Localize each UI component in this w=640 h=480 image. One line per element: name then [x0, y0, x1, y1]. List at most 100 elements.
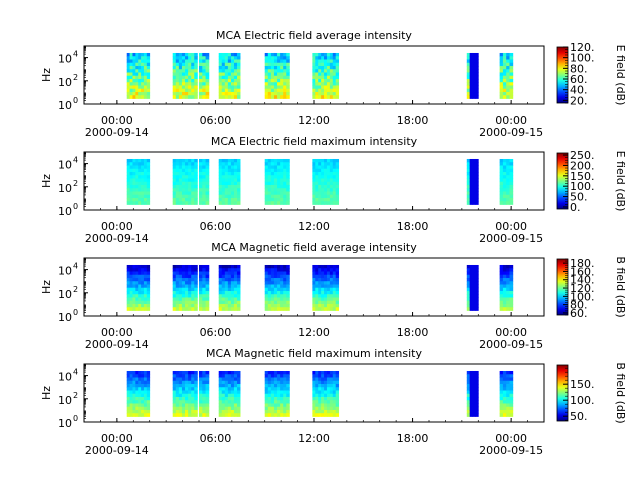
spectrogram-cell	[277, 168, 281, 173]
spectrogram-cell	[224, 284, 229, 289]
spectrogram-cell	[185, 374, 189, 378]
spectrogram-cell	[178, 268, 183, 272]
spectrogram-cell	[326, 290, 331, 295]
spectrogram-cell	[126, 281, 130, 285]
spectrogram-cell	[502, 294, 507, 298]
spectrogram-cell	[321, 175, 325, 179]
spectrogram-cell	[277, 377, 281, 382]
spectrogram-cell	[273, 91, 278, 96]
spectrogram-cell	[185, 162, 189, 166]
spectrogram-cell	[283, 181, 287, 186]
spectrogram-cell	[230, 82, 235, 86]
spectrogram-cell	[138, 88, 142, 93]
spectrogram-cell	[335, 75, 340, 80]
spectrogram-cell	[138, 158, 142, 163]
spectrogram-cell	[188, 396, 192, 401]
spectrogram-cell	[466, 374, 471, 378]
spectrogram-cell	[506, 168, 510, 173]
spectrogram-cell	[205, 277, 210, 282]
spectrogram-cell	[332, 165, 337, 170]
spectrogram-cell	[324, 162, 328, 166]
spectrogram-cell	[178, 181, 183, 186]
spectrogram-cell	[202, 297, 206, 302]
spectrogram-cell	[202, 406, 206, 411]
spectrogram-cell	[466, 168, 471, 173]
spectrogram-cell	[270, 300, 275, 305]
spectrogram-cell	[175, 281, 180, 285]
spectrogram-cell	[324, 175, 328, 179]
spectrogram-cell	[138, 85, 142, 90]
spectrogram-cell	[267, 69, 272, 73]
y-tick-exponent: 0	[73, 308, 78, 317]
x-tick-label: 00:00	[495, 114, 527, 127]
spectrogram-cell	[181, 406, 186, 411]
spectrogram-cell	[221, 95, 226, 99]
spectrogram-cell	[324, 377, 328, 382]
spectrogram-cell	[475, 268, 479, 272]
spectrogram-cell	[466, 294, 471, 298]
spectrogram-cell	[332, 197, 337, 202]
spectrogram-cell	[324, 191, 328, 196]
spectrogram-cell	[194, 181, 198, 186]
spectrogram-cell	[321, 181, 325, 186]
spectrogram-cell	[227, 165, 232, 170]
spectrogram-cell	[233, 72, 238, 77]
spectrogram-cell	[324, 393, 328, 398]
spectrogram-cell	[324, 274, 328, 279]
spectrogram-cell	[286, 383, 290, 388]
spectrogram-cell	[466, 85, 471, 90]
spectrogram-cell	[267, 75, 272, 80]
spectrogram-cell	[129, 168, 133, 173]
spectrogram-cell	[227, 181, 232, 186]
spectrogram-cell	[335, 197, 340, 202]
spectrogram-cell	[188, 297, 192, 302]
spectrogram-cell	[318, 56, 322, 60]
spectrogram-cell	[132, 290, 136, 295]
spectrogram-cell	[472, 65, 476, 70]
spectrogram-cell	[172, 88, 177, 93]
spectrogram-cell	[324, 300, 328, 305]
spectrogram-cell	[230, 75, 235, 80]
spectrogram-cell	[270, 303, 275, 308]
spectrogram-cell	[143, 277, 148, 282]
spectrogram-cell	[280, 294, 284, 298]
spectrogram-cell	[312, 85, 316, 90]
spectrogram-cell	[172, 409, 177, 414]
y-axis-label: Hz	[40, 174, 53, 188]
spectrogram-cell	[185, 184, 189, 189]
spectrogram-cell	[146, 72, 151, 77]
spectrogram-cell	[172, 78, 177, 83]
spectrogram-cell	[175, 383, 180, 388]
spectrogram-cell	[233, 300, 238, 305]
spectrogram-cell	[509, 75, 514, 80]
spectrogram-cell	[321, 268, 325, 272]
spectrogram-cell	[172, 277, 177, 282]
spectrogram-cell	[221, 75, 226, 80]
spectrogram-cell	[502, 91, 507, 96]
spectrogram-cell	[324, 400, 328, 404]
spectrogram-cell	[335, 297, 340, 302]
y-tick-exponent: 0	[73, 202, 78, 211]
spectrogram-cell	[506, 82, 510, 86]
spectrogram-cell	[264, 370, 269, 375]
spectrogram-cell	[191, 264, 195, 269]
spectrogram-cell	[329, 297, 334, 302]
spectrogram-cell	[194, 194, 198, 199]
spectrogram-cell	[283, 178, 287, 183]
spectrogram-cell	[466, 297, 471, 302]
spectrogram-cell	[335, 271, 340, 276]
spectrogram-cell	[135, 78, 139, 83]
y-tick-label: 10	[58, 265, 72, 278]
spectrogram-cell	[132, 380, 136, 385]
spectrogram-cell	[237, 165, 241, 170]
spectrogram-cell	[502, 201, 507, 205]
spectrogram-cell	[141, 162, 145, 166]
spectrogram-cell	[280, 165, 284, 170]
spectrogram-cell	[132, 374, 136, 378]
spectrogram-cell	[233, 168, 238, 173]
spectrogram-cell	[273, 175, 278, 179]
spectrogram-cell	[326, 165, 331, 170]
spectrogram-cell	[318, 284, 322, 289]
spectrogram-cell	[143, 158, 148, 163]
spectrogram-cell	[138, 72, 142, 77]
